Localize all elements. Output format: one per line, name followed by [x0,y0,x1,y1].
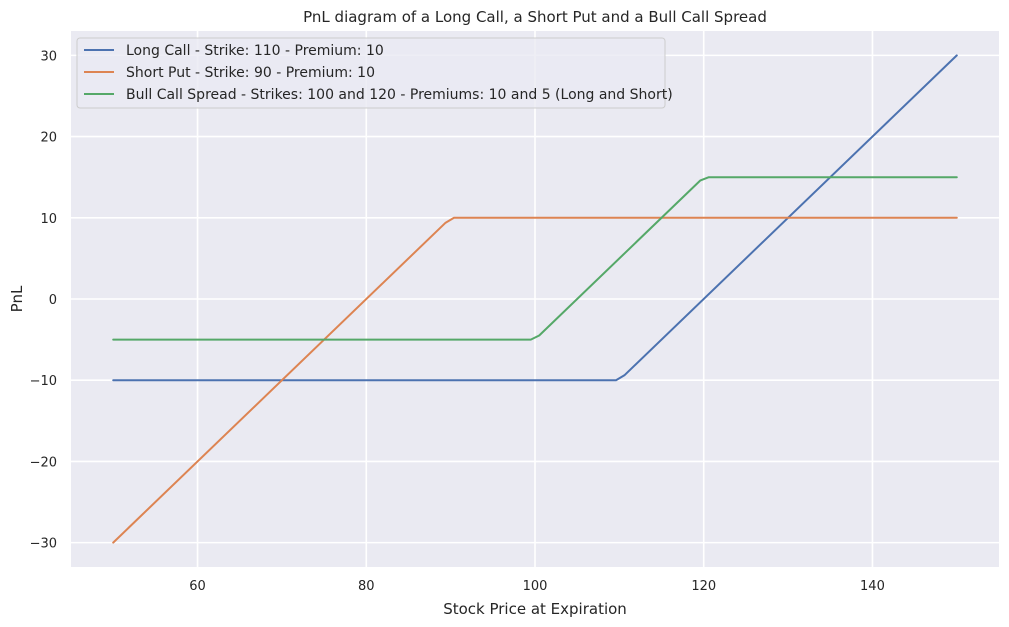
legend-entry-1: Short Put - Strike: 90 - Premium: 10 [126,65,375,81]
x-tick-label: 120 [691,579,716,594]
chart-title: PnL diagram of a Long Call, a Short Put … [303,8,767,26]
x-tick-label: 100 [523,579,548,594]
y-tick-label: 20 [40,131,57,146]
series-lines [112,54,958,544]
x-tick-label: 80 [358,579,375,594]
series-line-2 [112,176,958,341]
y-tick-label: −30 [30,537,57,552]
y-tick-label: 30 [40,49,57,64]
legend: Long Call - Strike: 110 - Premium: 10 Sho… [76,37,673,109]
y-tick-label: −10 [30,374,57,389]
legend-entry-0: Long Call - Strike: 110 - Premium: 10 [126,43,384,59]
y-tick-label: −20 [30,455,57,470]
series-line-1 [112,216,958,544]
tick-labels: 60 80 100 120 140 −30 −20 −10 0 10 20 30 [30,49,885,594]
y-tick-label: 10 [40,212,57,227]
y-axis-label: PnL [8,285,26,312]
x-tick-label: 60 [189,579,206,594]
legend-box [76,37,666,109]
y-tick-label: 0 [49,293,57,308]
series-line-0 [112,54,958,382]
x-axis-label: Stock Price at Expiration [443,600,627,618]
legend-entry-2: Bull Call Spread - Strikes: 100 and 120 … [126,87,673,103]
x-tick-label: 140 [860,579,885,594]
